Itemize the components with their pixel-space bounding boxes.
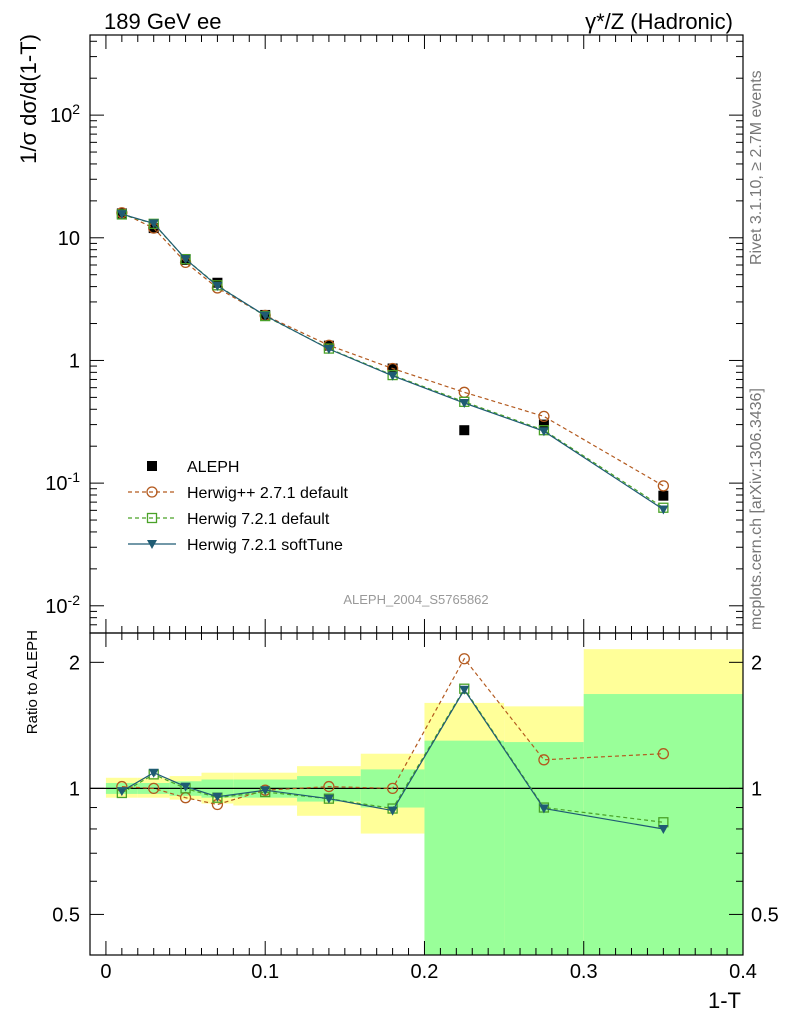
rivet-version-label: Rivet 3.1.10, ≥ 2.7M events <box>748 70 765 265</box>
ratio-band-inner <box>424 740 505 955</box>
main-series-0 <box>116 208 669 501</box>
x-tick-label: 0.3 <box>570 961 598 983</box>
ratio-data-point <box>116 787 127 797</box>
ratio-y-tick-label-left: 0.5 <box>52 904 80 926</box>
main-data-point <box>459 425 470 436</box>
ratio-band-inner <box>504 742 584 955</box>
ratio-data-point <box>538 754 550 766</box>
ratio-data-point <box>180 782 191 792</box>
main-y-axis-label: 1/σ dσ/d(1-T) <box>16 34 41 164</box>
ratio-data-point <box>323 794 334 804</box>
legend-marker <box>147 461 157 471</box>
main-panel: 10-2 10-1 1 10 102 ALEPH_2004_S5765862 1/σ d… <box>16 34 744 634</box>
main-y-tick-label: 10 <box>58 228 80 250</box>
ratio-uncertainty-bands <box>105 649 743 955</box>
header-left-title: 189 GeV ee <box>104 9 221 34</box>
main-y-tick-label: 102 <box>50 101 80 127</box>
main-y-ticks: 10-2 10-1 1 10 102 <box>45 40 743 634</box>
legend-marker <box>146 512 158 524</box>
ratio-y-tick-label-left: 1 <box>69 778 80 800</box>
main-data-point <box>538 427 549 437</box>
ratio-data-point <box>538 804 549 814</box>
legend-entry: Herwig 7.2.1 default <box>128 511 330 528</box>
ratio-series-line <box>121 688 664 830</box>
ratio-x-ticks: 0 0.1 0.2 0.3 0.4 <box>100 633 757 983</box>
ratio-data-point <box>323 780 335 793</box>
main-y-tick-label: 10-1 <box>45 469 80 495</box>
ratio-series-2 <box>116 685 669 834</box>
ratio-y-tick-label-right: 1 <box>751 778 762 800</box>
ratio-data-point <box>148 782 160 795</box>
ratio-data-point <box>658 824 669 834</box>
main-data-point <box>658 505 669 515</box>
legend-entry: Herwig 7.2.1 softTune <box>128 537 343 554</box>
ratio-series-layer <box>116 653 670 834</box>
ratio-data-point <box>386 782 399 795</box>
legend-label: Herwig 7.2.1 softTune <box>187 537 343 554</box>
x-tick-label: 0.4 <box>729 961 757 983</box>
x-tick-label: 0.2 <box>411 961 439 983</box>
legend-label: ALEPH <box>187 459 239 476</box>
main-data-point <box>458 386 470 398</box>
watermark-label: ALEPH_2004_S5765862 <box>343 592 488 607</box>
ratio-y-tick-label-right: 2 <box>751 652 762 674</box>
ratio-data-point <box>657 748 670 760</box>
ratio-y-ticks: 0.5 0.5 1 1 2 2 <box>52 652 779 926</box>
main-data-point <box>260 311 271 321</box>
main-data-point <box>459 398 470 408</box>
main-series-3 <box>116 210 669 515</box>
legend-marker <box>147 540 157 549</box>
main-data-point <box>657 480 670 492</box>
legend-label: Herwig++ 2.7.1 default <box>187 485 349 502</box>
ratio-data-point <box>387 806 398 816</box>
ratio-data-point <box>260 786 271 796</box>
ratio-band-inner <box>583 694 743 955</box>
main-data-point <box>387 371 398 381</box>
ratio-y-tick-label-left: 2 <box>69 652 80 674</box>
ratio-data-point <box>459 685 470 695</box>
header-right-title: γ*/Z (Hadronic) <box>585 9 733 34</box>
main-y-tick-label: 1 <box>69 350 80 372</box>
ratio-panel: 0.5 0.51 12 2 0 0.1 0.2 0.3 0.4 Ratio to ALEPH … <box>24 630 779 1013</box>
ratio-y-axis-label: Ratio to ALEPH <box>24 630 41 734</box>
main-data-point <box>180 255 191 265</box>
main-series-1 <box>116 207 670 492</box>
legend: ALEPH Herwig++ 2.7.1 default Herwig 7.2.1 … <box>128 459 349 554</box>
main-data-point <box>212 281 223 291</box>
x-tick-label: 0.1 <box>251 961 279 983</box>
main-data-point <box>148 219 159 229</box>
main-series-line <box>121 213 664 511</box>
legend-label: Herwig 7.2.1 default <box>187 511 330 528</box>
main-data-point <box>538 410 550 423</box>
ratio-y-tick-label-right: 0.5 <box>751 904 779 926</box>
main-x-ticks <box>105 35 744 633</box>
x-axis-label: 1-T <box>708 988 741 1013</box>
ratio-data-point <box>212 792 223 802</box>
mcplots-label: mcplots.cern.ch [arXiv:1306.3436] <box>748 388 765 630</box>
legend-entry: ALEPH <box>147 459 239 476</box>
main-data-point <box>538 419 549 430</box>
main-data-point <box>658 490 669 501</box>
main-y-tick-label: 10-2 <box>45 592 80 618</box>
ratio-data-point <box>148 768 159 778</box>
ratio-data-point <box>458 653 470 665</box>
legend-marker <box>146 486 158 498</box>
legend-entry: Herwig++ 2.7.1 default <box>128 485 349 502</box>
ratio-plot-frame <box>89 632 744 956</box>
main-data-point <box>116 210 127 220</box>
main-series-line <box>121 212 664 487</box>
x-tick-label: 0 <box>100 961 111 983</box>
main-series-layer <box>116 207 670 515</box>
main-data-point <box>323 344 334 354</box>
